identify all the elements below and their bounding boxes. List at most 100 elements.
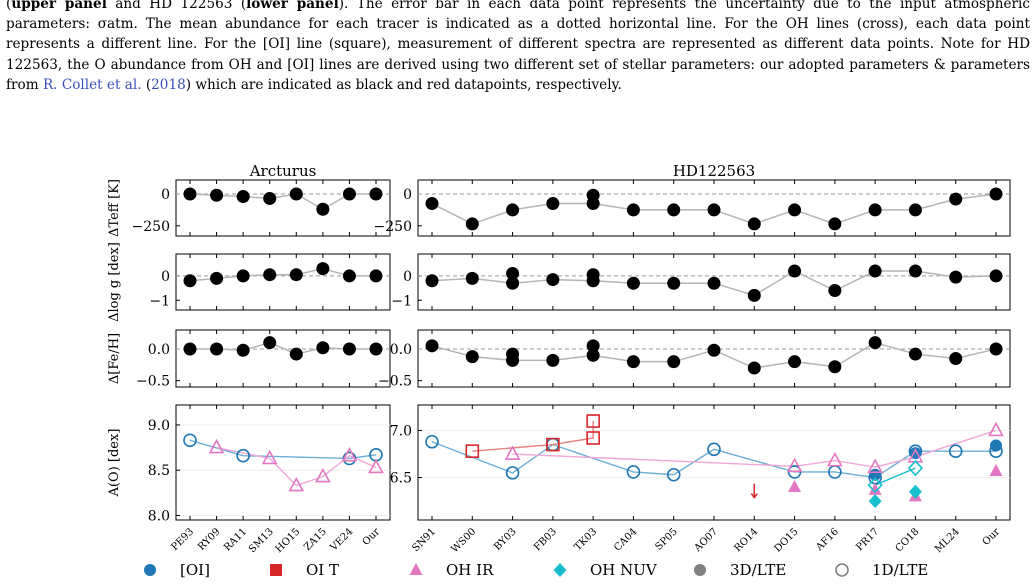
abundance-marker [425,434,439,449]
data-point [183,274,197,288]
y-tick-label: 0 [403,187,412,203]
data-point [183,342,197,356]
data-point [828,284,842,298]
legend-marker [553,563,567,577]
x-tick-label: VE24 [328,526,356,554]
abundance-marker [666,467,681,482]
data-point [342,187,356,201]
abundance-marker [341,447,358,462]
data-point [868,336,882,350]
data-point [908,347,922,361]
legend-marker [409,563,423,575]
abundance-marker [505,466,520,480]
y-axis-label: Δ[Fe/H] [107,333,122,384]
data-point [210,188,224,202]
abundance-marker [288,476,305,492]
x-tick-label: SN91 [410,526,438,554]
x-tick-label: PR17 [854,526,881,553]
abundance-marker [341,447,358,462]
data-point [369,187,383,201]
subplot-frame [175,329,391,388]
subplot-frame [175,179,391,237]
abundance-marker [868,494,882,509]
data-point [183,187,197,201]
caption-text-1: and HD 122563 ( [106,0,247,12]
series-line [472,421,594,452]
data-point [667,355,681,369]
x-tick-label: Our [981,526,1003,548]
abundance-marker [546,437,560,452]
data-point [989,187,1003,201]
series-line [512,429,997,468]
data-point [626,276,640,290]
abundance-marker [990,439,1002,452]
abundance-marker [989,463,1003,476]
abundance-marker [908,484,922,499]
legend-label: 3D/LTE [730,561,786,579]
x-tick-label: DO15 [772,526,800,554]
abundance-marker [183,433,197,448]
data-point [828,217,842,231]
data-point [316,262,330,276]
legend-marker [835,563,849,577]
abundance-marker [626,465,641,479]
panel-title-arcturus: Arcturus [249,162,317,180]
legend-label: [OI] [180,561,210,579]
data-point [506,276,520,290]
data-point [465,271,479,285]
data-point [236,343,250,357]
abundance-marker [315,467,331,483]
x-tick-label: RA11 [222,526,249,553]
abundance-marker [867,458,883,474]
abundance-marker [707,442,721,457]
legend-marker [144,564,156,576]
abundance-marker [788,480,802,493]
y-tick-label: 9.0 [148,418,170,434]
legend-marker [144,564,156,576]
abundance-marker [750,493,758,499]
data-point [788,264,802,278]
x-tick-label: FB03 [532,526,559,553]
citation-link-year[interactable]: 2018 [151,76,186,93]
data-point [506,203,520,217]
data-point [586,268,600,282]
data-point [747,361,761,375]
legend-label: OI T [306,561,339,579]
abundance-marker [505,466,520,480]
data-point [586,339,600,353]
x-tick-label: ZA15 [302,526,329,553]
y-tick-label: 0 [161,269,170,285]
citation-link-author[interactable]: R. Collet et al. [42,76,142,93]
abundance-marker [504,445,521,460]
data-point [506,347,520,361]
data-point [369,269,383,283]
y-tick-label: −0.5 [136,374,170,390]
x-tick-label: RO14 [733,526,761,554]
data-point [465,217,479,231]
subplot-frame [175,404,391,521]
legend-label: 1D/LTE [872,561,928,579]
data-point [707,203,721,217]
y-tick-label: −1 [149,293,170,309]
abundance-marker [707,442,721,457]
x-tick-label: CA04 [612,526,639,553]
abundance-marker [368,458,384,474]
legend-marker [409,563,423,575]
legend-label: OH IR [446,561,494,579]
abundance-marker [788,480,802,493]
caption-bold-upper: upper panel [11,0,107,12]
x-tick-label: AO07 [692,526,720,554]
legend-marker [835,563,849,577]
y-tick-label: 7.0 [390,423,412,439]
legend-marker [694,564,706,576]
x-tick-label: Our [361,526,383,548]
data-point [626,355,640,369]
abundance-marker [990,439,1002,452]
data-point [210,271,224,285]
data-point [868,203,882,217]
data-point [236,190,250,204]
abundance-marker [868,482,882,495]
abundance-marker [867,476,883,494]
abundance-marker [288,476,305,492]
abundance-marker [867,476,883,494]
